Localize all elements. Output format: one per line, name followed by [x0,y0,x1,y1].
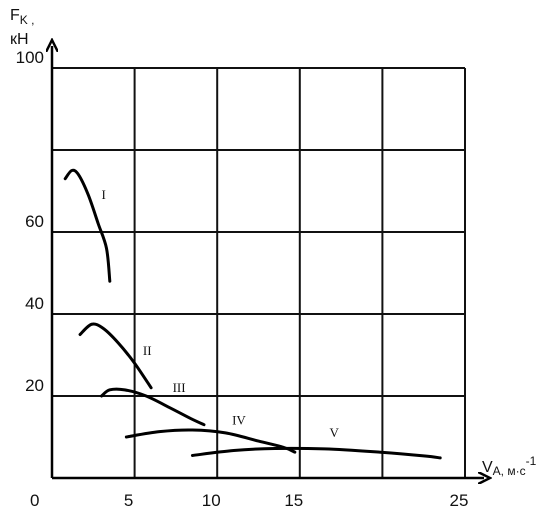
x-tick-label-1: 10 [202,491,221,510]
curve-I [63,168,112,283]
x-tick-label-2: 15 [284,491,303,510]
tick-labels: 20 40 60 100 5 10 15 25 [16,48,469,510]
curve-label-II: II [143,343,152,358]
y-tick-label-3: 100 [16,48,44,67]
y-axis-unit: кН [10,31,29,48]
y-tick-label-1: 40 [25,294,44,313]
axes [52,46,484,478]
x-tick-label-0: 5 [124,491,133,510]
y-axis-title: FK , [10,7,34,27]
curve-II [78,322,153,390]
curve-label-I: I [102,187,106,202]
y-tick-label-2: 60 [25,212,44,231]
grid-lines [52,67,466,478]
x-axis-title: VA, м·с-1 [482,454,537,478]
curve-label-V: V [330,425,340,440]
origin-label: 0 [30,491,39,510]
curve-label-III: III [173,380,186,395]
curve-V [190,446,442,460]
curve-label-IV: IV [232,413,246,428]
curve-III [100,387,206,427]
x-tick-label-3: 25 [450,491,469,510]
y-tick-label-0: 20 [25,376,44,395]
